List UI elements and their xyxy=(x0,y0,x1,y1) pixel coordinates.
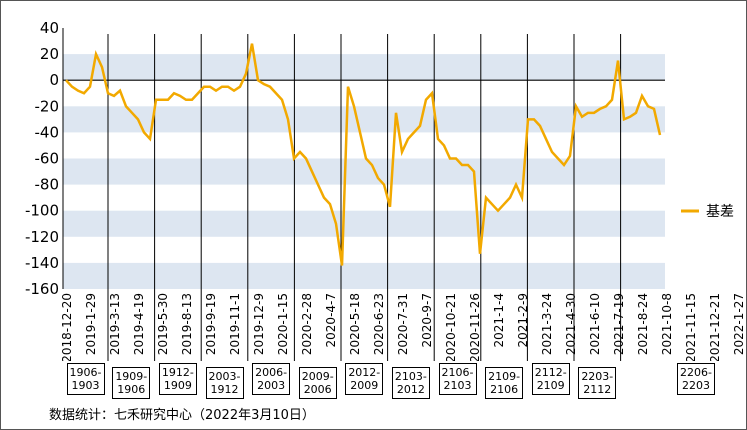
x-tick-label: 2020-5-18 xyxy=(348,293,362,355)
y-tick-label: -40 xyxy=(35,123,60,141)
y-tick-label: -120 xyxy=(25,228,59,246)
x-tick-label: 2019-9-19 xyxy=(204,293,218,355)
band xyxy=(63,54,665,81)
x-tick-label: 2019-3-13 xyxy=(108,293,122,355)
x-tick-label: 2020-6-23 xyxy=(372,293,386,355)
y-tick-label: 20 xyxy=(40,45,59,63)
x-tick-label: 2020-11-26 xyxy=(468,293,482,361)
series-line xyxy=(65,43,662,266)
x-tick-label: 2021-8-24 xyxy=(636,293,650,355)
x-tick-label: 2021-7-19 xyxy=(612,293,626,355)
y-tick-label: -160 xyxy=(25,280,59,298)
contract-label: 2103-2012 xyxy=(391,367,430,399)
source-note: 数据统计：七禾研究中心（2022年3月10日） xyxy=(49,408,315,423)
x-tick-label: 2022-1-27 xyxy=(732,293,746,355)
x-tick-label: 2021-3-24 xyxy=(540,293,554,355)
x-tick-label: 2020-2-28 xyxy=(300,293,314,355)
x-tick-label: 2020-4-7 xyxy=(324,293,338,347)
x-tick-label: 2019-11-1 xyxy=(228,293,242,355)
x-tick-label: 2021-11-15 xyxy=(684,293,698,361)
contract-label: 2109-2106 xyxy=(485,367,524,399)
x-tick-label: 2019-12-9 xyxy=(252,293,266,355)
contract-label: 2203-2112 xyxy=(578,367,617,399)
y-tick-label: 0 xyxy=(49,71,59,89)
plot: -160 -140 -120 -100 -80 -60 -40 -20 0 20 40 2018-12… xyxy=(25,19,746,361)
contract-label: 2003-1912 xyxy=(205,367,244,399)
contract-label: 2009-2006 xyxy=(298,367,337,399)
contract-label: 2112-2109 xyxy=(531,363,570,395)
y-tick-label: 40 xyxy=(40,19,59,37)
contract-label: 2012-2009 xyxy=(345,363,384,395)
x-tick-label: 2021-2-9 xyxy=(516,293,530,347)
x-tick-label: 2019-8-13 xyxy=(180,293,194,355)
band xyxy=(63,106,665,133)
x-tick-label: 2020-7-31 xyxy=(396,293,410,355)
band xyxy=(63,158,665,185)
x-tick-label: 2019-1-29 xyxy=(84,293,98,355)
band xyxy=(63,262,665,289)
x-tick-label: 2021-10-8 xyxy=(660,293,674,355)
x-tick-label: 2021-6-10 xyxy=(588,293,602,355)
y-tick-label: -80 xyxy=(35,176,60,194)
contract-label: 2206-2203 xyxy=(677,363,715,395)
contract-label: 1912-1909 xyxy=(158,363,197,395)
contract-label: 1906-1903 xyxy=(66,363,105,395)
legend-label: 基差 xyxy=(706,203,734,220)
x-tick-label: 2019-4-19 xyxy=(132,293,146,355)
band xyxy=(63,210,665,237)
x-tick-label: 2020-1-15 xyxy=(276,293,290,355)
x-tick-label: 2021-4-30 xyxy=(564,293,578,355)
x-tick-label: 2021-12-21 xyxy=(708,293,722,361)
x-tick-label: 2019-5-30 xyxy=(156,293,170,355)
x-tick-label: 2018-12-20 xyxy=(60,293,74,361)
y-tick-label: -60 xyxy=(35,150,60,168)
x-tick-label: 2020-10-21 xyxy=(444,293,458,361)
contract-label: 2106-2103 xyxy=(438,363,477,395)
y-tick-label: -100 xyxy=(25,202,59,220)
x-tick-label: 2021-1-4 xyxy=(492,293,506,347)
y-tick-label: -20 xyxy=(35,97,60,115)
contract-label: 2006-2003 xyxy=(252,363,291,395)
x-tick-label: 2020-9-7 xyxy=(420,293,434,347)
y-tick-label: -140 xyxy=(25,254,59,272)
contract-label: 1909-1906 xyxy=(112,367,151,399)
